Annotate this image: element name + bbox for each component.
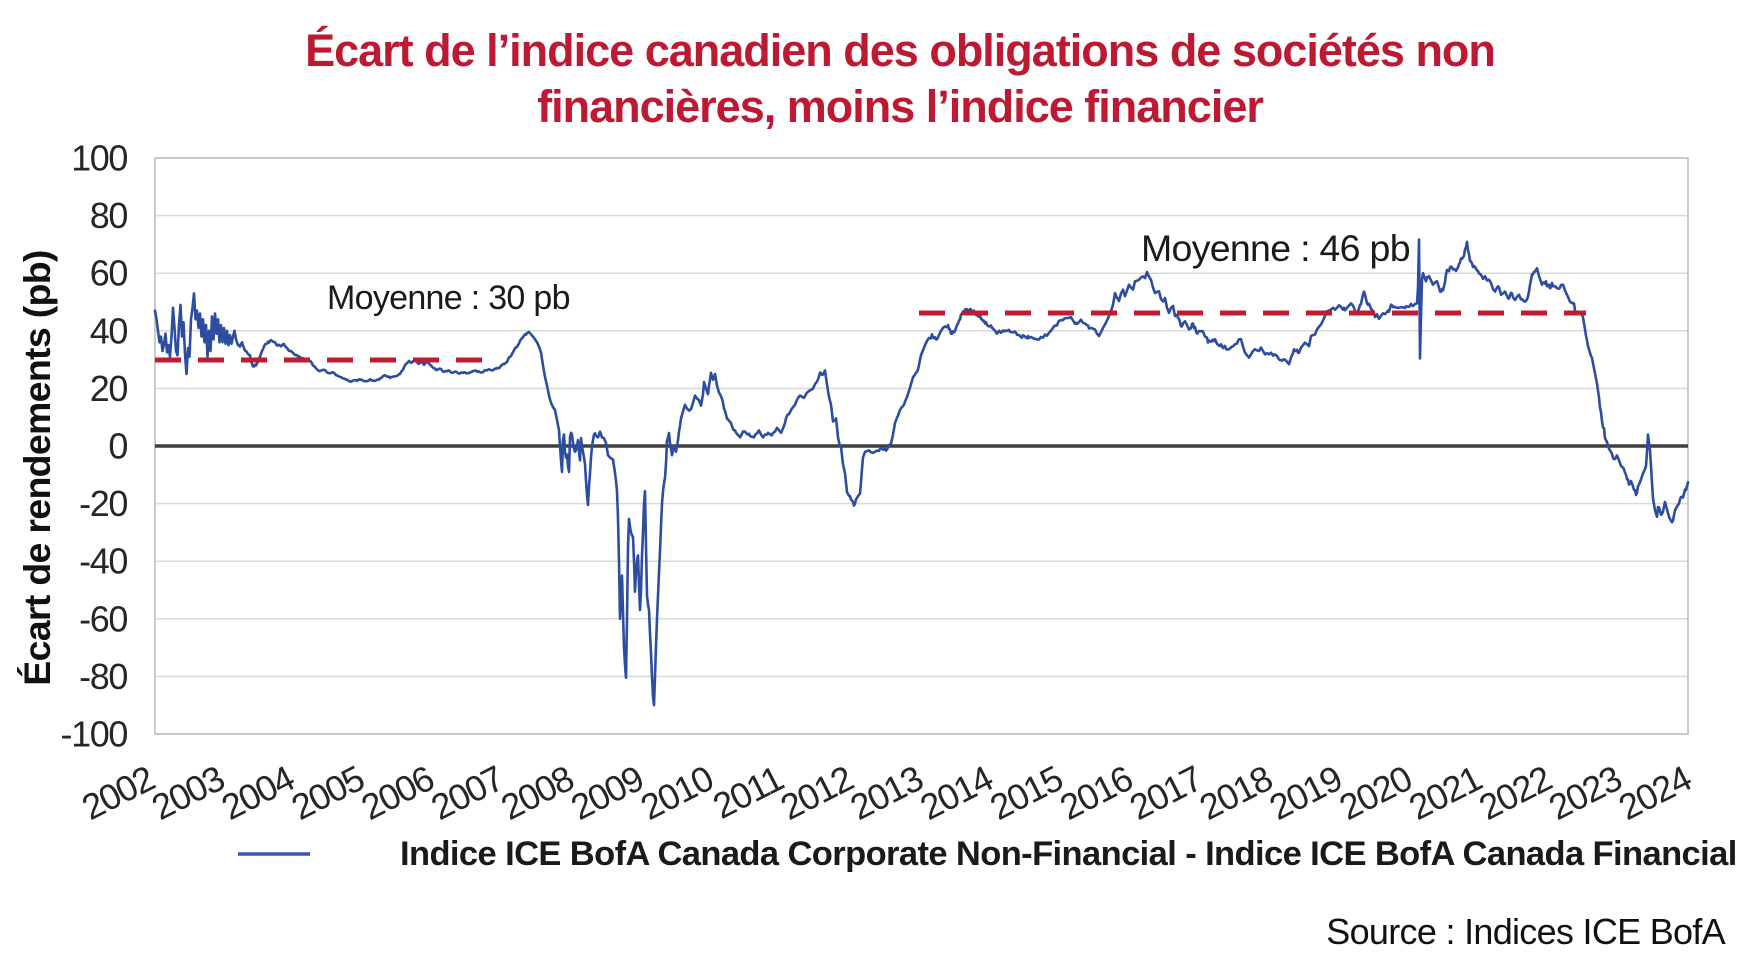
svg-text:Moyenne : 30 pb: Moyenne : 30 pb: [327, 279, 570, 317]
svg-text:Moyenne : 46 pb: Moyenne : 46 pb: [1141, 227, 1410, 269]
svg-text:60: 60: [90, 253, 128, 294]
svg-text:40: 40: [90, 310, 128, 351]
svg-text:0: 0: [108, 426, 127, 467]
svg-text:financières, moins l’indice fi: financières, moins l’indice financier: [537, 81, 1263, 132]
svg-text:80: 80: [90, 195, 128, 236]
svg-text:-80: -80: [79, 656, 127, 697]
svg-text:-100: -100: [61, 714, 128, 755]
svg-text:-60: -60: [79, 598, 127, 639]
svg-text:-40: -40: [79, 541, 127, 582]
svg-text:Écart de l’indice canadien des: Écart de l’indice canadien des obligatio…: [305, 25, 1495, 76]
svg-text:Source : Indices ICE BofA: Source : Indices ICE BofA: [1326, 911, 1725, 952]
svg-text:20: 20: [90, 368, 128, 409]
svg-text:-20: -20: [79, 483, 127, 524]
svg-text:100: 100: [71, 138, 127, 179]
svg-text:Écart de rendements (pb): Écart de rendements (pb): [16, 250, 58, 685]
svg-text:Indice ICE BofA Canada Corpora: Indice ICE BofA Canada Corporate Non-Fin…: [400, 835, 1737, 873]
